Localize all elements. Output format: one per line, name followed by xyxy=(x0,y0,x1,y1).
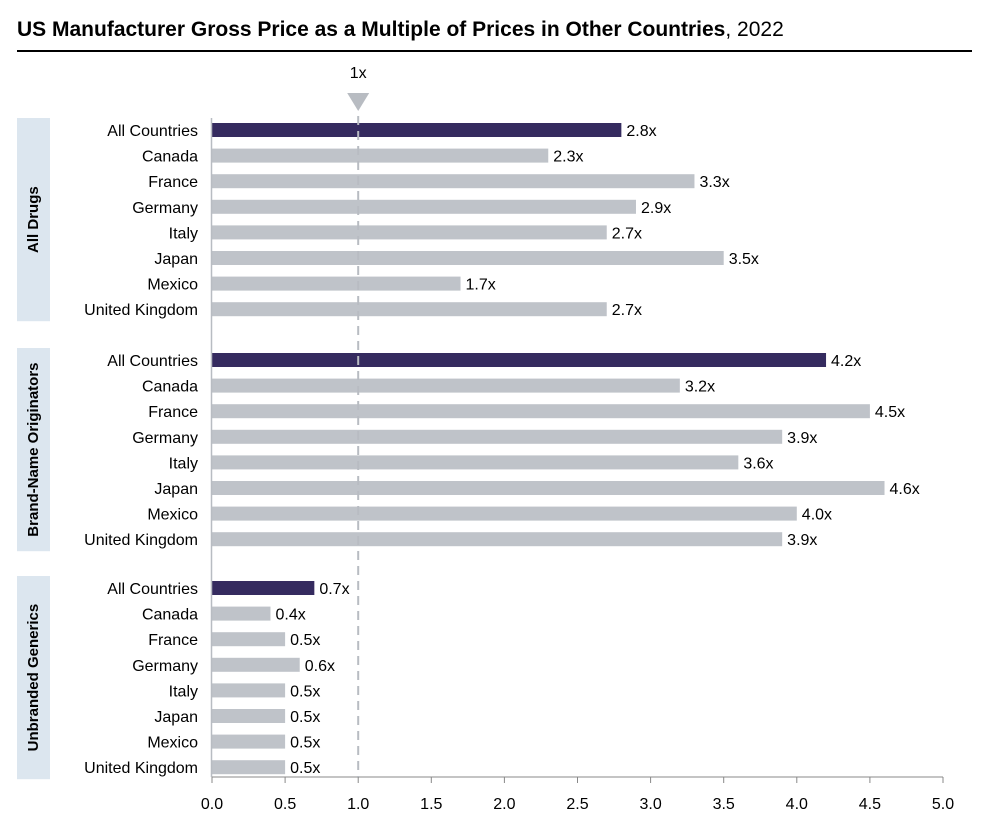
group-label-box xyxy=(17,118,50,322)
category-label: Mexico xyxy=(147,507,198,524)
bar xyxy=(212,404,870,419)
category-label: All Countries xyxy=(107,123,198,140)
data-label: 3.5x xyxy=(729,251,759,268)
category-label: France xyxy=(148,404,198,421)
category-label: United Kingdom xyxy=(84,532,198,549)
group-label-box xyxy=(17,348,50,552)
x-tick-label: 1.0 xyxy=(347,796,369,813)
category-label: Mexico xyxy=(147,277,198,294)
bar xyxy=(212,225,607,240)
x-tick-label: 3.0 xyxy=(639,796,661,813)
x-tick-label: 0.5 xyxy=(274,796,296,813)
category-label: Germany xyxy=(132,430,198,447)
bar xyxy=(212,378,680,393)
bar xyxy=(212,353,827,367)
data-label: 3.9x xyxy=(787,532,817,549)
reference-triangle-icon xyxy=(347,93,370,111)
data-label: 2.7x xyxy=(612,302,642,319)
x-tick-label: 2.0 xyxy=(493,796,515,813)
bar xyxy=(212,251,724,265)
bar xyxy=(212,174,695,189)
x-tick-label: 1.5 xyxy=(420,796,442,813)
category-label: France xyxy=(148,632,198,649)
data-label: 2.8x xyxy=(626,123,656,140)
data-label: 3.3x xyxy=(699,174,729,191)
category-label: All Countries xyxy=(107,353,198,370)
data-label: 2.3x xyxy=(553,149,583,166)
category-label: France xyxy=(148,174,198,191)
category-label: United Kingdom xyxy=(84,302,198,319)
title-main: US Manufacturer Gross Price as a Multipl… xyxy=(17,18,726,41)
bar xyxy=(212,760,286,775)
group-label-box xyxy=(17,576,50,780)
bar xyxy=(212,581,315,595)
group-label: Unbranded Generics xyxy=(25,604,42,752)
category-label: Germany xyxy=(132,200,198,217)
bar xyxy=(212,302,607,317)
data-label: 0.6x xyxy=(305,658,335,675)
x-tick-label: 2.5 xyxy=(566,796,588,813)
category-label: Canada xyxy=(142,149,198,166)
bar xyxy=(212,429,783,444)
x-tick-label: 4.0 xyxy=(786,796,808,813)
category-label: Germany xyxy=(132,658,198,675)
reference-label: 1x xyxy=(350,65,367,82)
bar xyxy=(212,123,622,137)
bar xyxy=(212,276,461,291)
category-label: Canada xyxy=(142,379,198,396)
bar xyxy=(212,532,783,547)
data-label: 1.7x xyxy=(466,277,496,294)
data-label: 0.4x xyxy=(275,607,305,624)
data-label: 3.9x xyxy=(787,430,817,447)
data-label: 3.6x xyxy=(743,455,773,472)
x-tick-label: 4.5 xyxy=(859,796,881,813)
data-label: 0.5x xyxy=(290,683,320,700)
bar xyxy=(212,734,286,749)
category-label: Italy xyxy=(169,455,198,472)
data-label: 0.5x xyxy=(290,760,320,777)
chart-title: US Manufacturer Gross Price as a Multipl… xyxy=(17,18,784,42)
category-label: All Countries xyxy=(107,581,198,598)
bar xyxy=(212,683,286,698)
category-label: Mexico xyxy=(147,735,198,752)
category-label: Italy xyxy=(169,225,198,242)
bar xyxy=(212,481,885,495)
data-label: 2.7x xyxy=(612,225,642,242)
data-label: 4.2x xyxy=(831,353,861,370)
group-label: Brand-Name Originators xyxy=(25,362,42,536)
data-label: 0.5x xyxy=(290,709,320,726)
category-label: Japan xyxy=(154,251,198,268)
x-tick-label: 5.0 xyxy=(932,796,954,813)
category-label: Italy xyxy=(169,683,198,700)
data-label: 0.5x xyxy=(290,735,320,752)
category-label: Japan xyxy=(154,481,198,498)
category-label: United Kingdom xyxy=(84,760,198,777)
data-label: 0.5x xyxy=(290,632,320,649)
bar xyxy=(212,455,739,470)
bar xyxy=(212,148,549,163)
bar xyxy=(212,199,636,214)
bar xyxy=(212,709,286,723)
data-label: 4.5x xyxy=(875,404,905,421)
data-label: 4.0x xyxy=(802,507,832,524)
bar xyxy=(212,657,300,672)
bar xyxy=(212,506,797,521)
title-rule xyxy=(17,50,972,52)
x-tick-label: 0.0 xyxy=(201,796,223,813)
title-year: , 2022 xyxy=(725,18,784,41)
category-label: Japan xyxy=(154,709,198,726)
bar xyxy=(212,632,286,647)
category-label: Canada xyxy=(142,607,198,624)
x-tick-label: 3.5 xyxy=(713,796,735,813)
data-label: 4.6x xyxy=(890,481,920,498)
group-label: All Drugs xyxy=(25,186,42,253)
data-label: 3.2x xyxy=(685,379,715,396)
data-label: 2.9x xyxy=(641,200,671,217)
bar xyxy=(212,606,271,621)
data-label: 0.7x xyxy=(319,581,349,598)
